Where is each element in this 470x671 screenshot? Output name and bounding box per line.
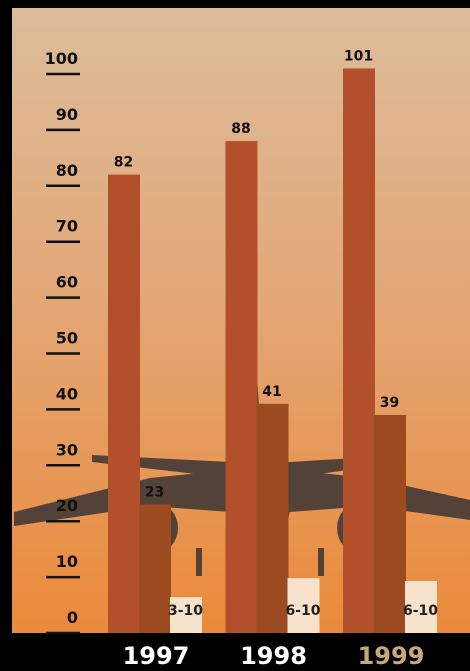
bar: [256, 403, 289, 633]
value-label: 101: [344, 48, 373, 64]
y-tick-label: 20: [56, 496, 78, 515]
y-tick-label: 50: [56, 329, 78, 348]
x-tick-label: 1997: [123, 642, 190, 670]
bar: [343, 68, 375, 633]
y-tick-label: 30: [56, 440, 78, 459]
y-tick-label: 0: [67, 608, 78, 627]
bar: [287, 578, 320, 633]
y-tick-label: 70: [56, 217, 78, 236]
bar: [108, 174, 140, 633]
y-tick-label: 80: [56, 161, 78, 180]
y-tick-label: 10: [56, 552, 78, 571]
value-label: 3-10: [168, 603, 203, 619]
value-label: 88: [231, 121, 250, 137]
value-label: 23: [145, 484, 164, 500]
value-label: 6-10: [285, 603, 320, 619]
y-tick-label: 100: [45, 49, 78, 68]
value-label: 41: [262, 384, 281, 400]
bar: [225, 141, 258, 633]
x-tick-label: 1998: [240, 642, 307, 670]
y-tick-label: 90: [56, 105, 78, 124]
y-tick-label: 40: [56, 384, 78, 403]
x-tick-label: 1999: [358, 642, 425, 670]
bar: [170, 597, 202, 633]
value-label: 6-10: [403, 603, 438, 619]
footer-band: [0, 633, 470, 671]
value-label: 39: [380, 395, 399, 411]
value-label: 82: [114, 155, 133, 171]
y-tick-label: 60: [56, 273, 78, 292]
bar: [405, 581, 437, 633]
bar: [139, 504, 171, 633]
bar: [374, 414, 406, 633]
